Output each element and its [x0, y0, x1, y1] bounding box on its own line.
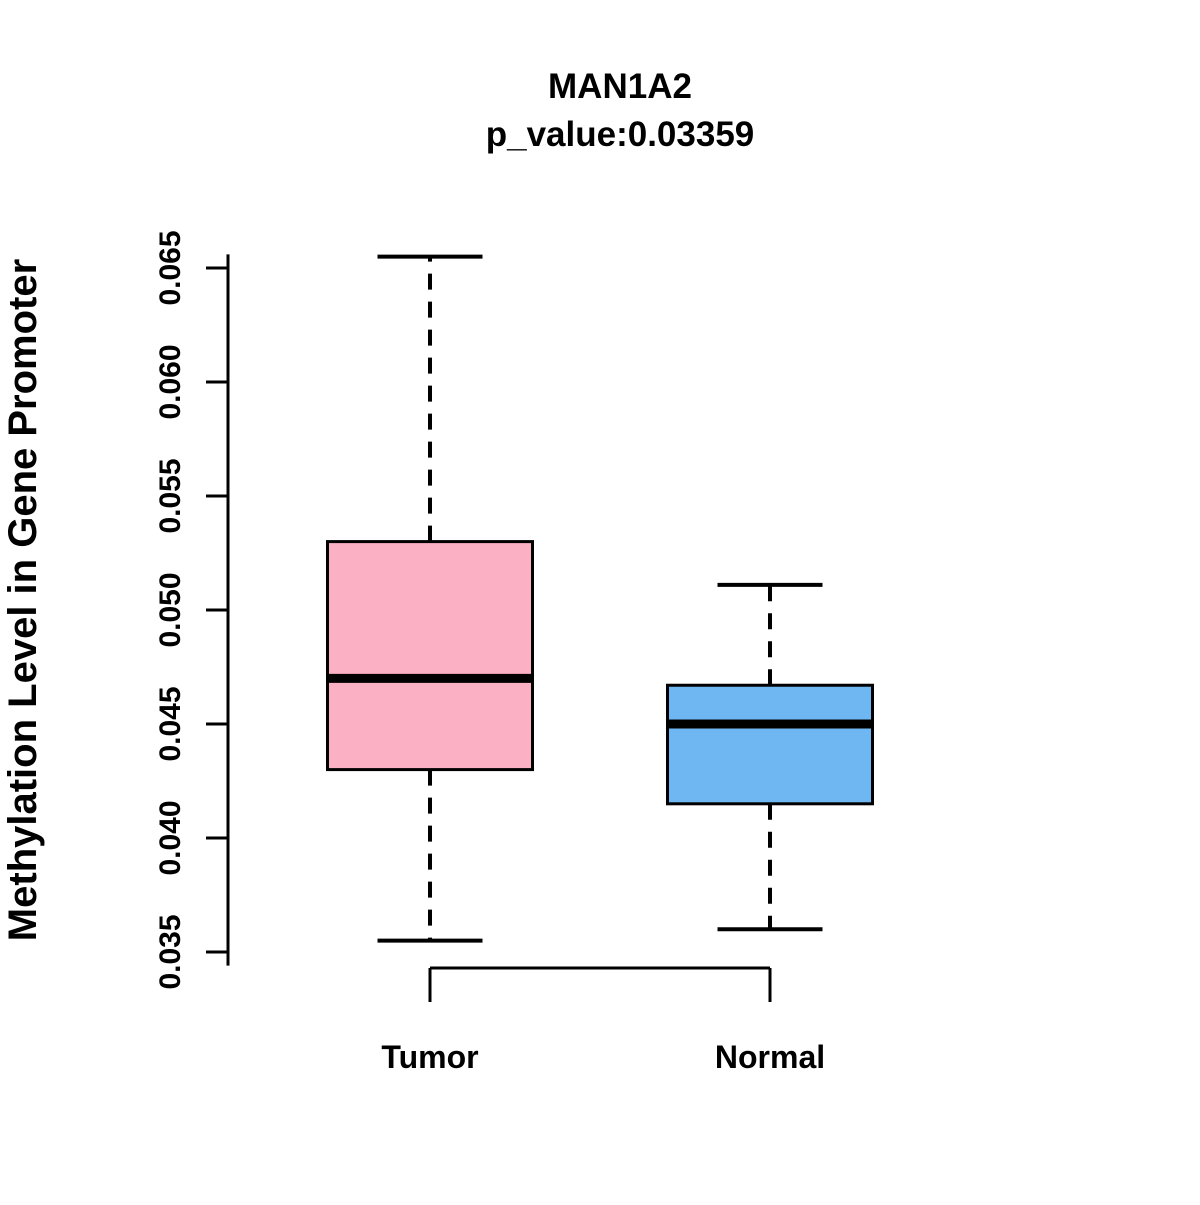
boxes-group: [326, 254, 874, 943]
normal-box: [666, 683, 874, 806]
y-axis-label: Methylation Level in Gene Promoter: [1, 259, 45, 941]
y-tick-label: 0.035: [154, 914, 187, 989]
y-tick-label: 0.045: [154, 686, 187, 761]
axes-group: 0.035 0.040 0.045 0.050 0.055 0.060 0.065 Tumor…: [154, 230, 825, 1075]
chart-title: MAN1A2: [548, 67, 692, 106]
y-tick-label: 0.060: [154, 344, 187, 419]
y-tick-label: 0.065: [154, 230, 187, 305]
y-tick-label: 0.040: [154, 800, 187, 875]
chart-subtitle-pvalue: p_value:0.03359: [486, 115, 755, 154]
tumor-box: [326, 540, 534, 772]
x-category-label: Normal: [715, 1039, 825, 1075]
y-tick-label: 0.050: [154, 572, 187, 647]
y-tick-label: 0.055: [154, 458, 187, 533]
x-category-label: Tumor: [381, 1039, 478, 1075]
